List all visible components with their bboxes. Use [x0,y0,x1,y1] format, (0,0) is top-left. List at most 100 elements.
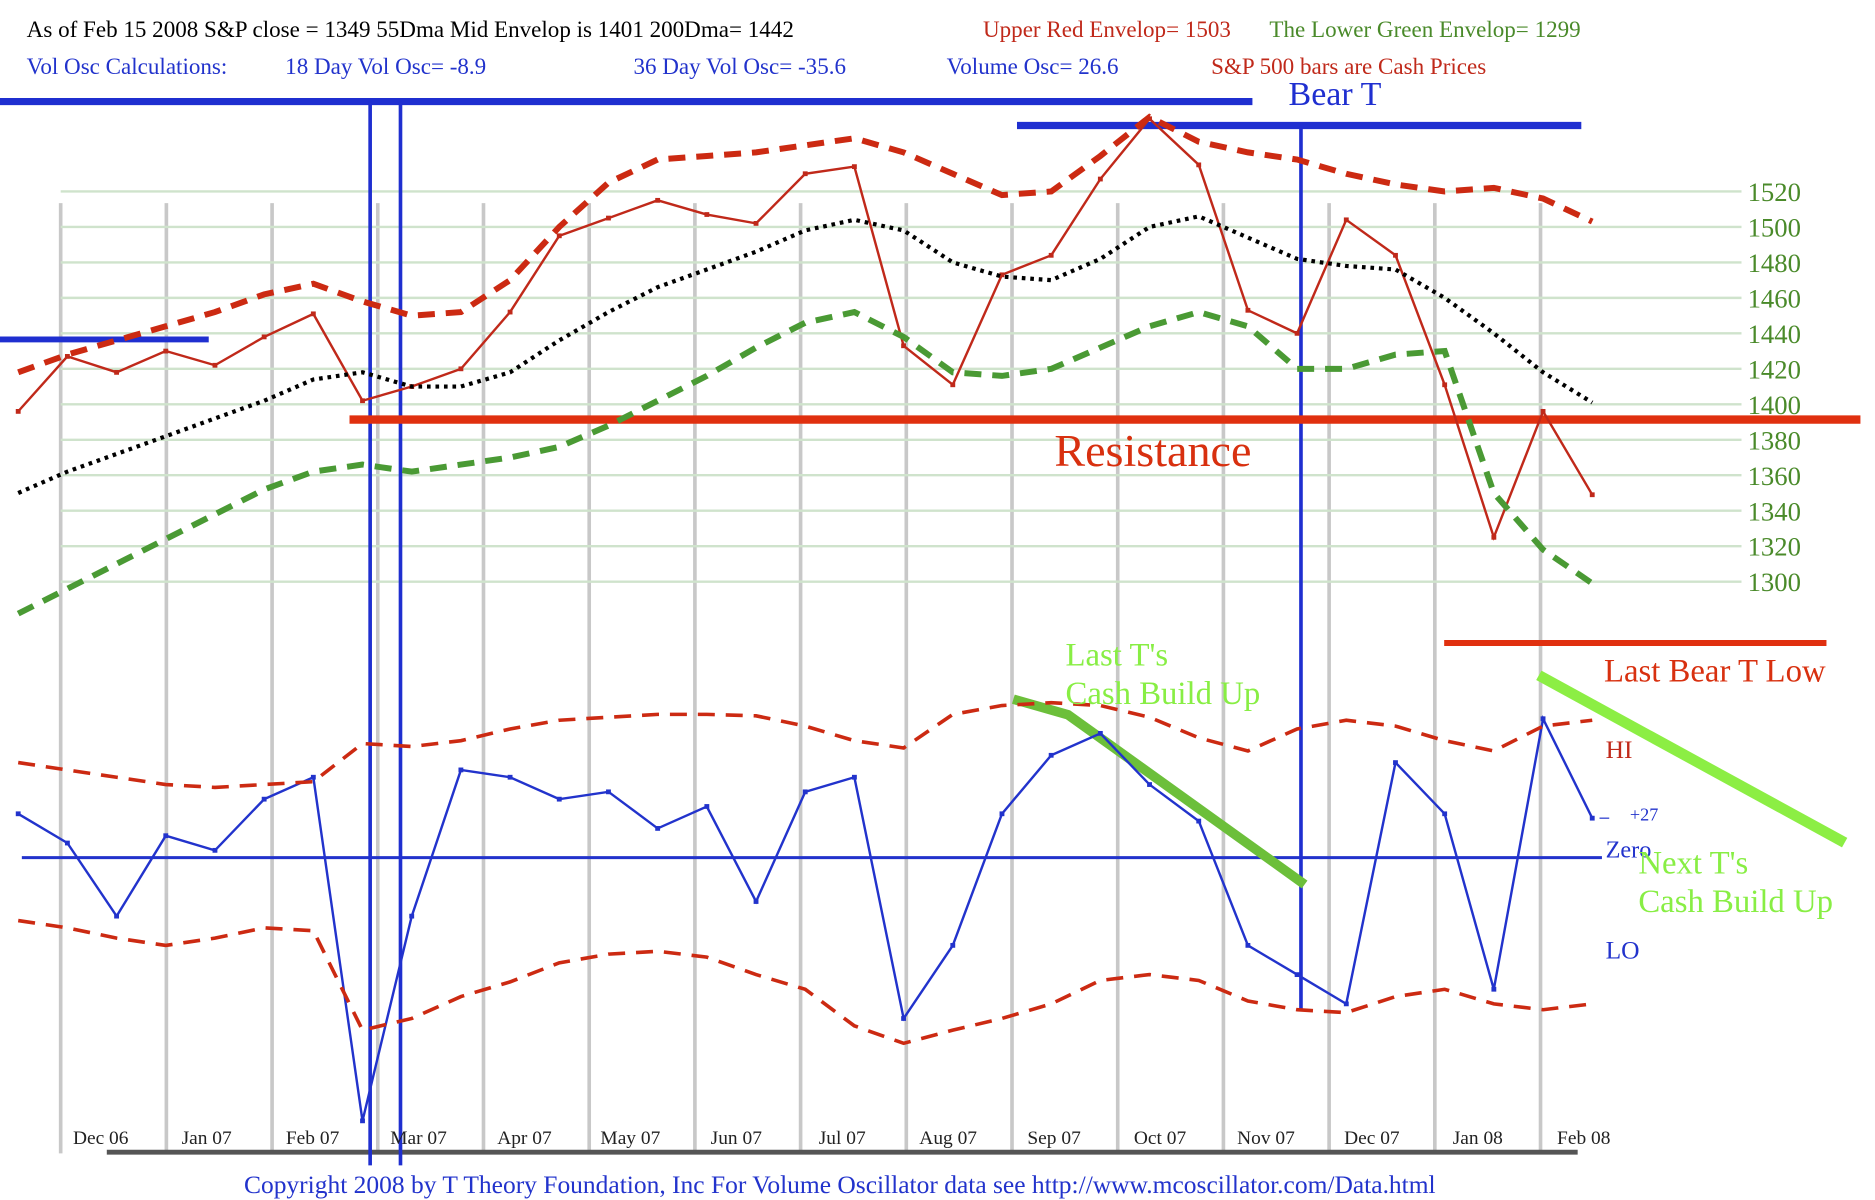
y-tick-label: 1380 [1748,426,1801,456]
header-text: Upper Red Envelop= 1503 [983,17,1231,42]
point [950,942,956,948]
point [1442,811,1448,817]
point [64,840,70,846]
header-text: The Lower Green Envelop= 1299 [1269,17,1580,42]
point [1294,972,1300,978]
annotation: Bear T [1289,76,1382,113]
point [999,811,1005,817]
point [1048,752,1054,758]
header-text: 18 Day Vol Osc= -8.9 [285,54,486,79]
header-text: S&P 500 bars are Cash Prices [1211,54,1486,79]
point [15,408,21,414]
annotation: Resistance [1054,425,1251,476]
series-line [17,714,1594,1122]
annotation: Cash Build Up [1066,676,1261,712]
y-tick-label: 1480 [1748,248,1801,278]
x-tick-label: Jan 07 [182,1128,233,1149]
point [556,796,562,802]
x-tick-label: Jun 07 [711,1128,763,1149]
point [1491,534,1497,540]
header-text: 36 Day Vol Osc= -35.6 [633,54,846,79]
y-tick-label: 1320 [1748,532,1801,562]
annotation: Cash Build Up [1638,884,1833,920]
point [1393,252,1398,258]
annotation: Last T's [1066,638,1169,674]
x-tick-label: Jan 08 [1453,1128,1503,1149]
x-tick-label: Sep 07 [1027,1128,1081,1149]
y-tick-label: 1400 [1748,390,1801,420]
point [704,212,710,217]
point [1540,408,1546,414]
point [753,899,759,904]
point [1245,307,1251,313]
point [1048,252,1054,258]
data-layer: As of Feb 15 2008 S&P close = 1349 55Dma… [15,17,1833,1199]
point [310,774,316,780]
point [114,913,120,919]
series-line [17,113,1594,376]
y-tick-label: 1360 [1748,461,1801,491]
point [901,1016,907,1021]
point [212,362,218,368]
footer: Copyright 2008 by T Theory Foundation, I… [244,1171,1436,1199]
point [458,767,464,773]
point [1442,382,1448,388]
point [753,220,759,226]
background-layer [21,190,1742,1154]
y-tick-label: 1500 [1748,213,1801,243]
x-tick-label: Dec 06 [73,1128,129,1149]
series-line [16,308,1594,617]
point [999,272,1005,278]
x-tick-label: May 07 [600,1128,660,1149]
point [1589,492,1595,498]
point [212,847,218,853]
series-line [17,700,1593,790]
x-tick-label: Jul 07 [819,1128,866,1149]
point [360,1118,365,1124]
point [163,348,169,354]
y-tick-label: 1340 [1748,496,1801,526]
point [655,197,661,203]
y-tick-label: 1460 [1748,284,1801,314]
x-tick-label: Apr 07 [497,1128,552,1149]
x-tick-label: Feb 07 [286,1128,340,1149]
annotation: Next T's [1638,846,1748,882]
point [1294,330,1300,336]
point [851,164,857,170]
point [310,311,316,317]
point [655,826,661,831]
y-tick-label: 1420 [1748,355,1801,385]
point [1589,815,1595,821]
y-tick-label: Zero [1606,838,1652,864]
point [1097,176,1103,182]
annotation: HI [1606,736,1633,764]
point [163,833,169,839]
point [1343,217,1349,223]
point [1196,818,1202,824]
point [1540,716,1546,722]
point [606,789,611,795]
point [360,398,365,404]
point [261,796,267,802]
point [802,789,808,795]
point [950,382,956,388]
y-tick-label: 1300 [1748,567,1801,597]
point [1097,730,1103,736]
point [409,913,415,919]
point [901,343,907,349]
y-tick-label: 1520 [1748,177,1801,207]
point [704,804,710,809]
point [1245,942,1251,948]
point [15,811,21,817]
point [1393,760,1398,765]
point [606,215,611,221]
annotation-lines [0,98,1861,1166]
point [507,309,513,315]
header-text: As of Feb 15 2008 S&P close = 1349 55Dma… [27,17,794,42]
point [1491,986,1497,992]
x-tick-label: Dec 07 [1344,1128,1400,1149]
point [851,774,857,780]
point [556,233,562,239]
